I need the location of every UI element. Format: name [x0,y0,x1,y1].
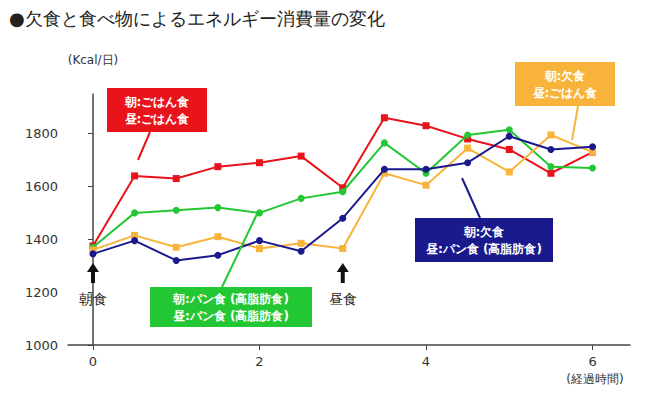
svg-text:1000: 1000 [25,338,58,353]
svg-text:1800: 1800 [25,126,58,141]
svg-text:朝:欠食: 朝:欠食 [544,69,586,83]
svg-text:(Kcal/日): (Kcal/日) [68,53,119,67]
svg-text:朝:ごはん食: 朝:ごはん食 [124,95,190,109]
svg-text:朝:欠食: 朝:欠食 [463,225,505,239]
svg-text:1600: 1600 [25,179,58,194]
svg-text:昼:ごはん食: 昼:ごはん食 [124,112,190,126]
svg-text:2: 2 [255,354,263,369]
svg-text:4: 4 [422,354,430,369]
svg-text:昼:パン食 (高脂肪食): 昼:パン食 (高脂肪食) [172,309,289,323]
svg-text:朝:パン食 (高脂肪食): 朝:パン食 (高脂肪食) [172,292,289,306]
svg-text:0: 0 [89,354,97,369]
svg-text:1200: 1200 [25,285,58,300]
svg-text:1400: 1400 [25,232,58,247]
svg-text:朝食: 朝食 [79,291,107,307]
svg-text:昼:ごはん食: 昼:ごはん食 [532,86,598,100]
svg-text:昼食: 昼食 [329,291,357,307]
svg-text:●欠食と食べ物によるエネルギー消費量の変化: ●欠食と食べ物によるエネルギー消費量の変化 [9,8,385,29]
svg-text:昼:パン食 (高脂肪食): 昼:パン食 (高脂肪食) [425,242,542,256]
svg-text:(経過時間): (経過時間) [566,372,623,386]
svg-text:6: 6 [588,354,596,369]
